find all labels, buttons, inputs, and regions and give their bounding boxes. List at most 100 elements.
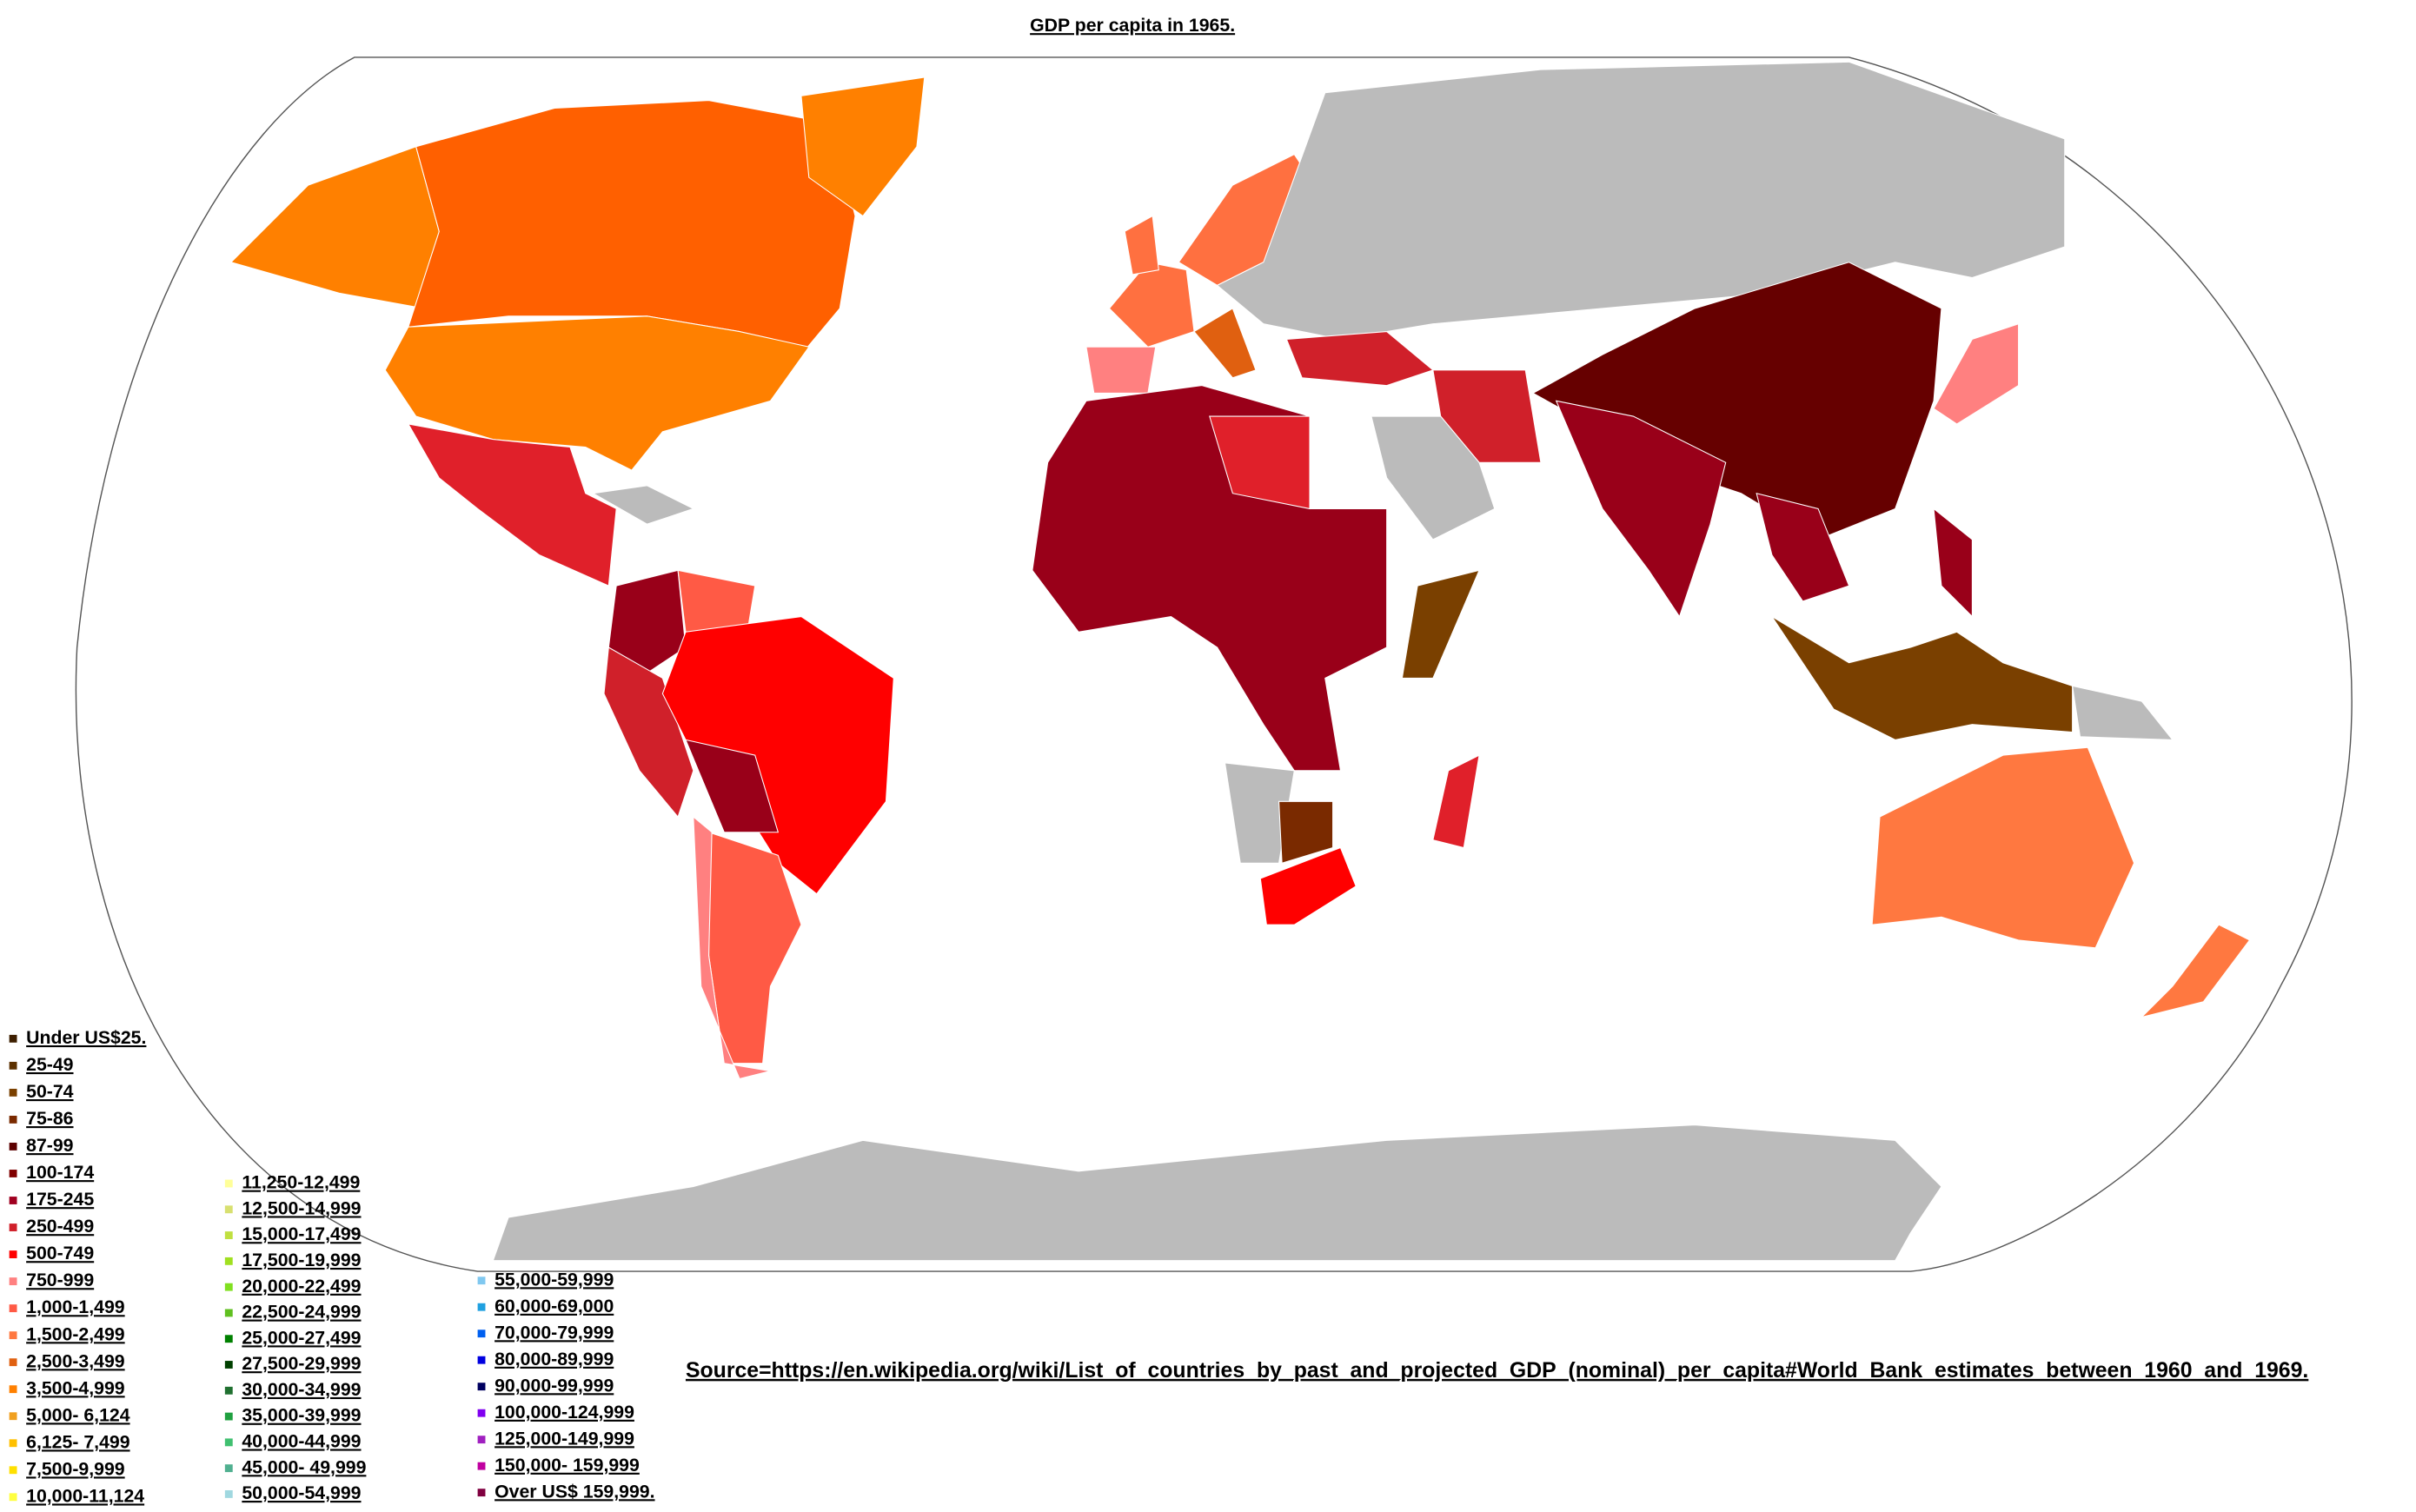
legend-label: 55,000-59,999 <box>494 1269 614 1290</box>
legend-label: 35,000-39,999 <box>242 1405 361 1426</box>
legend-swatch <box>9 1061 17 1070</box>
madagascar <box>1432 754 1480 849</box>
legend-swatch <box>9 1412 17 1421</box>
legend-label: 2,500-3,499 <box>26 1350 125 1371</box>
legend-swatch <box>224 1231 233 1239</box>
legend-label: 500-749 <box>26 1243 94 1263</box>
somalia <box>1401 569 1480 679</box>
legend-swatch <box>224 1361 233 1369</box>
legend-swatch <box>9 1277 17 1286</box>
legend-swatch <box>9 1143 17 1151</box>
antarctica <box>492 1124 1942 1262</box>
angola-namibia <box>1224 762 1295 864</box>
legend-label: 3,500-4,999 <box>26 1377 125 1398</box>
legend-swatch <box>477 1436 486 1444</box>
legend: Under US$25. 25-49 50-74 75-86 87-99 100-174 1… <box>9 1027 655 1506</box>
legend-label: 250-499 <box>26 1216 94 1237</box>
legend-label: 30,000-34,999 <box>242 1379 361 1400</box>
legend-label: 11,250-12,499 <box>242 1172 360 1193</box>
legend-swatch <box>477 1383 486 1391</box>
legend-label: 22,500-24,999 <box>242 1302 361 1323</box>
legend-swatch <box>9 1439 17 1448</box>
usa <box>384 315 810 471</box>
legend-label: 5,000- 6,124 <box>26 1404 130 1425</box>
italy <box>1193 308 1257 379</box>
legend-label: 1,500-2,499 <box>26 1323 125 1344</box>
legend-label: 70,000-79,999 <box>494 1322 614 1343</box>
legend-label: 50-74 <box>26 1081 74 1102</box>
legend-label: 7,500-9,999 <box>26 1458 125 1479</box>
legend-swatch <box>224 1283 233 1291</box>
australia <box>1871 746 2135 949</box>
legend-swatch <box>9 1170 17 1177</box>
uk <box>1124 215 1159 275</box>
turkey <box>1285 331 1434 387</box>
legend-swatch <box>9 1115 17 1124</box>
legend-label: 10,000-11,124 <box>26 1485 144 1506</box>
legend-swatch <box>9 1358 17 1367</box>
legend-swatch <box>9 1088 17 1097</box>
legend-swatch <box>477 1330 486 1338</box>
legend-label: 100,000-124,999 <box>494 1402 634 1422</box>
legend-label: 40,000-44,999 <box>242 1430 361 1451</box>
legend-swatch <box>224 1386 233 1395</box>
legend-swatch <box>477 1356 486 1364</box>
chile <box>693 815 771 1080</box>
libya <box>1209 415 1311 510</box>
legend-swatch <box>224 1489 233 1498</box>
legend-label: 60,000-69,000 <box>494 1296 614 1316</box>
legend-label: 175-245 <box>26 1189 94 1210</box>
legend-label: 87-99 <box>26 1135 74 1156</box>
legend-swatch <box>224 1309 233 1317</box>
legend-label: 17,500-19,999 <box>242 1250 361 1270</box>
greenland <box>800 76 926 217</box>
legend-swatch <box>224 1335 233 1343</box>
legend-label: 25,000-27,499 <box>242 1327 361 1348</box>
papua-new-guinea <box>2071 685 2174 740</box>
legend-label: 1,000-1,499 <box>26 1296 125 1317</box>
colombia <box>607 569 687 680</box>
legend-label: 150,000- 159,999 <box>494 1455 640 1476</box>
legend-label: 75-86 <box>26 1108 74 1129</box>
legend-swatch <box>224 1179 233 1188</box>
legend-swatch <box>9 1197 17 1204</box>
legend-swatch <box>224 1205 233 1214</box>
cuba <box>591 485 695 525</box>
spain-portugal <box>1085 346 1157 395</box>
title: GDP per capita in 1965. <box>1030 15 1235 36</box>
new-zealand <box>2140 924 2251 1018</box>
peru <box>603 647 694 819</box>
mexico-central-america <box>407 423 617 587</box>
legend-label: 90,000-99,999 <box>494 1375 614 1396</box>
legend-swatch <box>477 1489 486 1497</box>
legend-swatch <box>9 1250 17 1258</box>
world-map <box>229 61 2251 1262</box>
legend-swatch <box>477 1303 486 1311</box>
philippines <box>1933 507 1973 618</box>
legend-label: 6,125- 7,499 <box>26 1431 130 1452</box>
legend-label: 750-999 <box>26 1270 94 1290</box>
legend-label: 20,000-22,499 <box>242 1276 361 1296</box>
legend-label: 80,000-89,999 <box>494 1349 614 1369</box>
legend-swatch <box>477 1409 486 1417</box>
legend-label: 125,000-149,999 <box>494 1428 634 1449</box>
legend-swatch <box>9 1224 17 1231</box>
botswana <box>1278 800 1334 864</box>
bolivia-paraguay <box>685 739 780 833</box>
source: Source=https://en.wikipedia.org/wiki/Lis… <box>686 1359 2308 1383</box>
legend-swatch <box>9 1331 17 1340</box>
legend-swatch <box>9 1304 17 1313</box>
japan <box>1933 322 2020 425</box>
legend-swatch <box>224 1438 233 1447</box>
legend-label: 50,000-54,999 <box>242 1482 361 1503</box>
legend-swatch <box>9 1493 17 1502</box>
brazil <box>661 615 894 895</box>
legend-swatch <box>477 1277 486 1285</box>
legend-swatch <box>224 1257 233 1265</box>
southeast-asia <box>1756 492 1850 602</box>
south-africa <box>1259 846 1357 925</box>
india-pakistan <box>1555 400 1727 618</box>
legend-label: Under US$25. <box>26 1027 146 1048</box>
legend-label: 100-174 <box>26 1162 94 1183</box>
